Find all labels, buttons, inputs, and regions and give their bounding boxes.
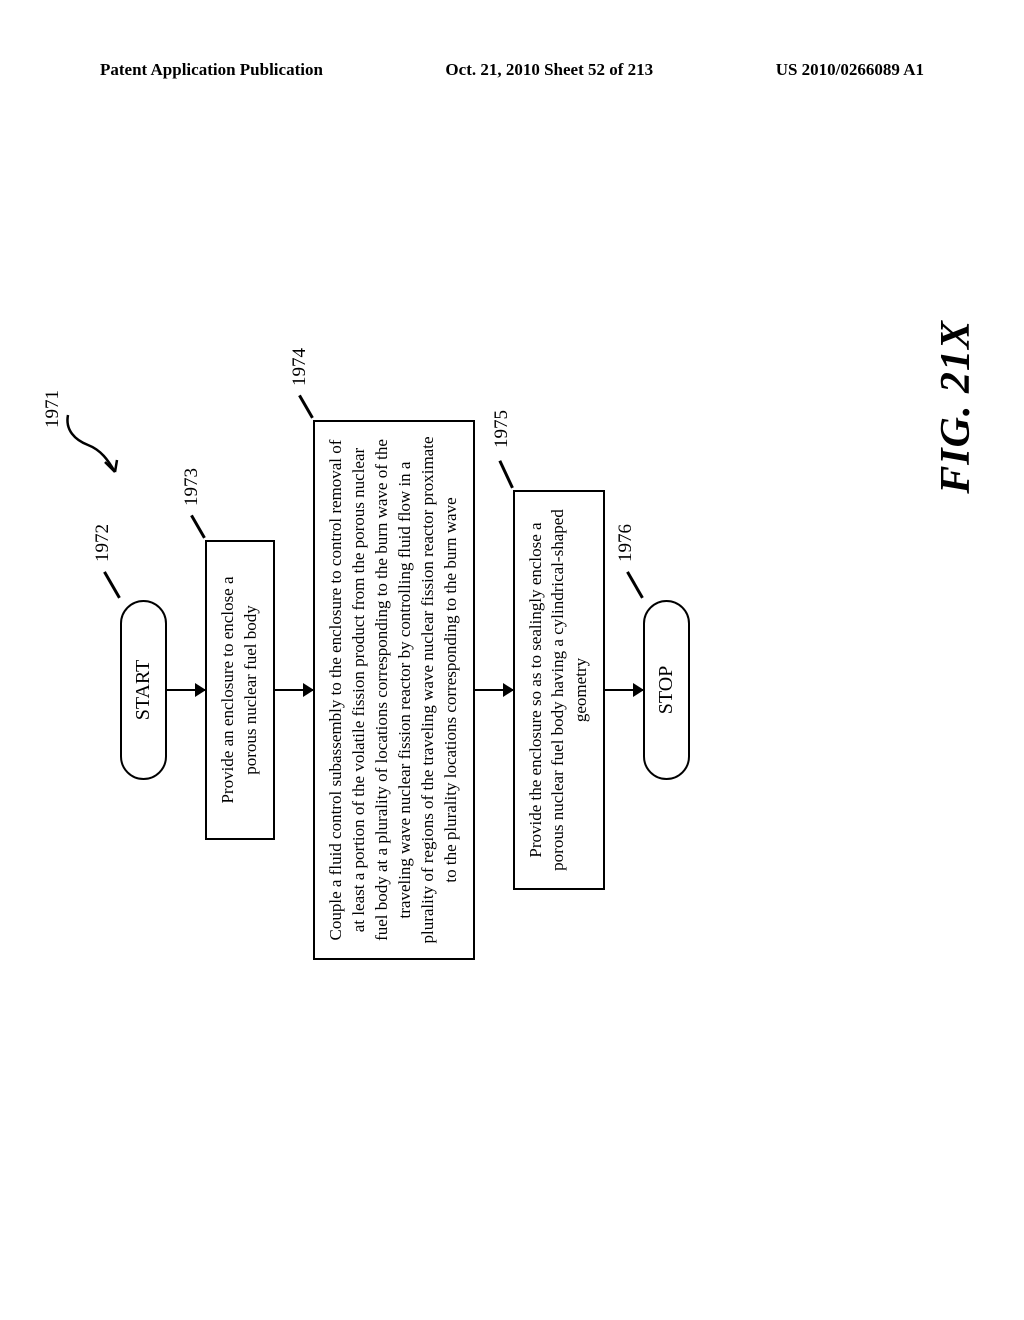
arrow-2 [275, 689, 313, 692]
ref-step1: 1973 [179, 468, 205, 506]
arrow-3 [475, 689, 513, 692]
ref-stop-leader [626, 571, 643, 598]
step3-box: Provide the enclosure so as to sealingly… [513, 490, 606, 890]
flowchart: 1971 START 1972 Provide an enclosure to … [120, 430, 920, 950]
start-terminal: START 1972 [120, 600, 167, 780]
header-left: Patent Application Publication [100, 60, 323, 80]
start-label: START [132, 660, 154, 721]
arrow-1 [167, 689, 205, 692]
ref-main: 1971 [42, 390, 64, 428]
ref-start: 1972 [92, 524, 114, 562]
ref-step3: 1975 [489, 410, 515, 448]
stop-label: STOP [655, 666, 677, 715]
stop-terminal: STOP 1976 [643, 600, 690, 780]
header-right: US 2010/0266089 A1 [776, 60, 924, 80]
ref-step2-leader [298, 395, 313, 419]
step2-text: Couple a fluid control subassembly to th… [326, 437, 460, 944]
step1-box: Provide an enclosure to enclose a porous… [205, 540, 275, 840]
ref-stop: 1976 [615, 524, 637, 562]
figure-label: FIG. 21X [932, 320, 980, 494]
header-row: Patent Application Publication Oct. 21, … [100, 60, 924, 80]
page-header: Patent Application Publication Oct. 21, … [0, 60, 1024, 80]
header-center: Oct. 21, 2010 Sheet 52 of 213 [445, 60, 653, 80]
ref-start-leader [103, 571, 120, 598]
flow-column: 1971 START 1972 Provide an enclosure to … [120, 430, 690, 950]
ref-step2: 1974 [287, 348, 313, 386]
step3-text: Provide the enclosure so as to sealingly… [526, 509, 591, 871]
ref-step3-leader [498, 460, 513, 488]
page-root: Patent Application Publication Oct. 21, … [0, 0, 1024, 1320]
step2-box: Couple a fluid control subassembly to th… [313, 420, 475, 960]
ref-step1-leader [190, 515, 205, 539]
step1-text: Provide an enclosure to enclose a porous… [218, 576, 260, 803]
ref-main-arrow [60, 400, 135, 490]
arrow-4 [605, 689, 643, 692]
